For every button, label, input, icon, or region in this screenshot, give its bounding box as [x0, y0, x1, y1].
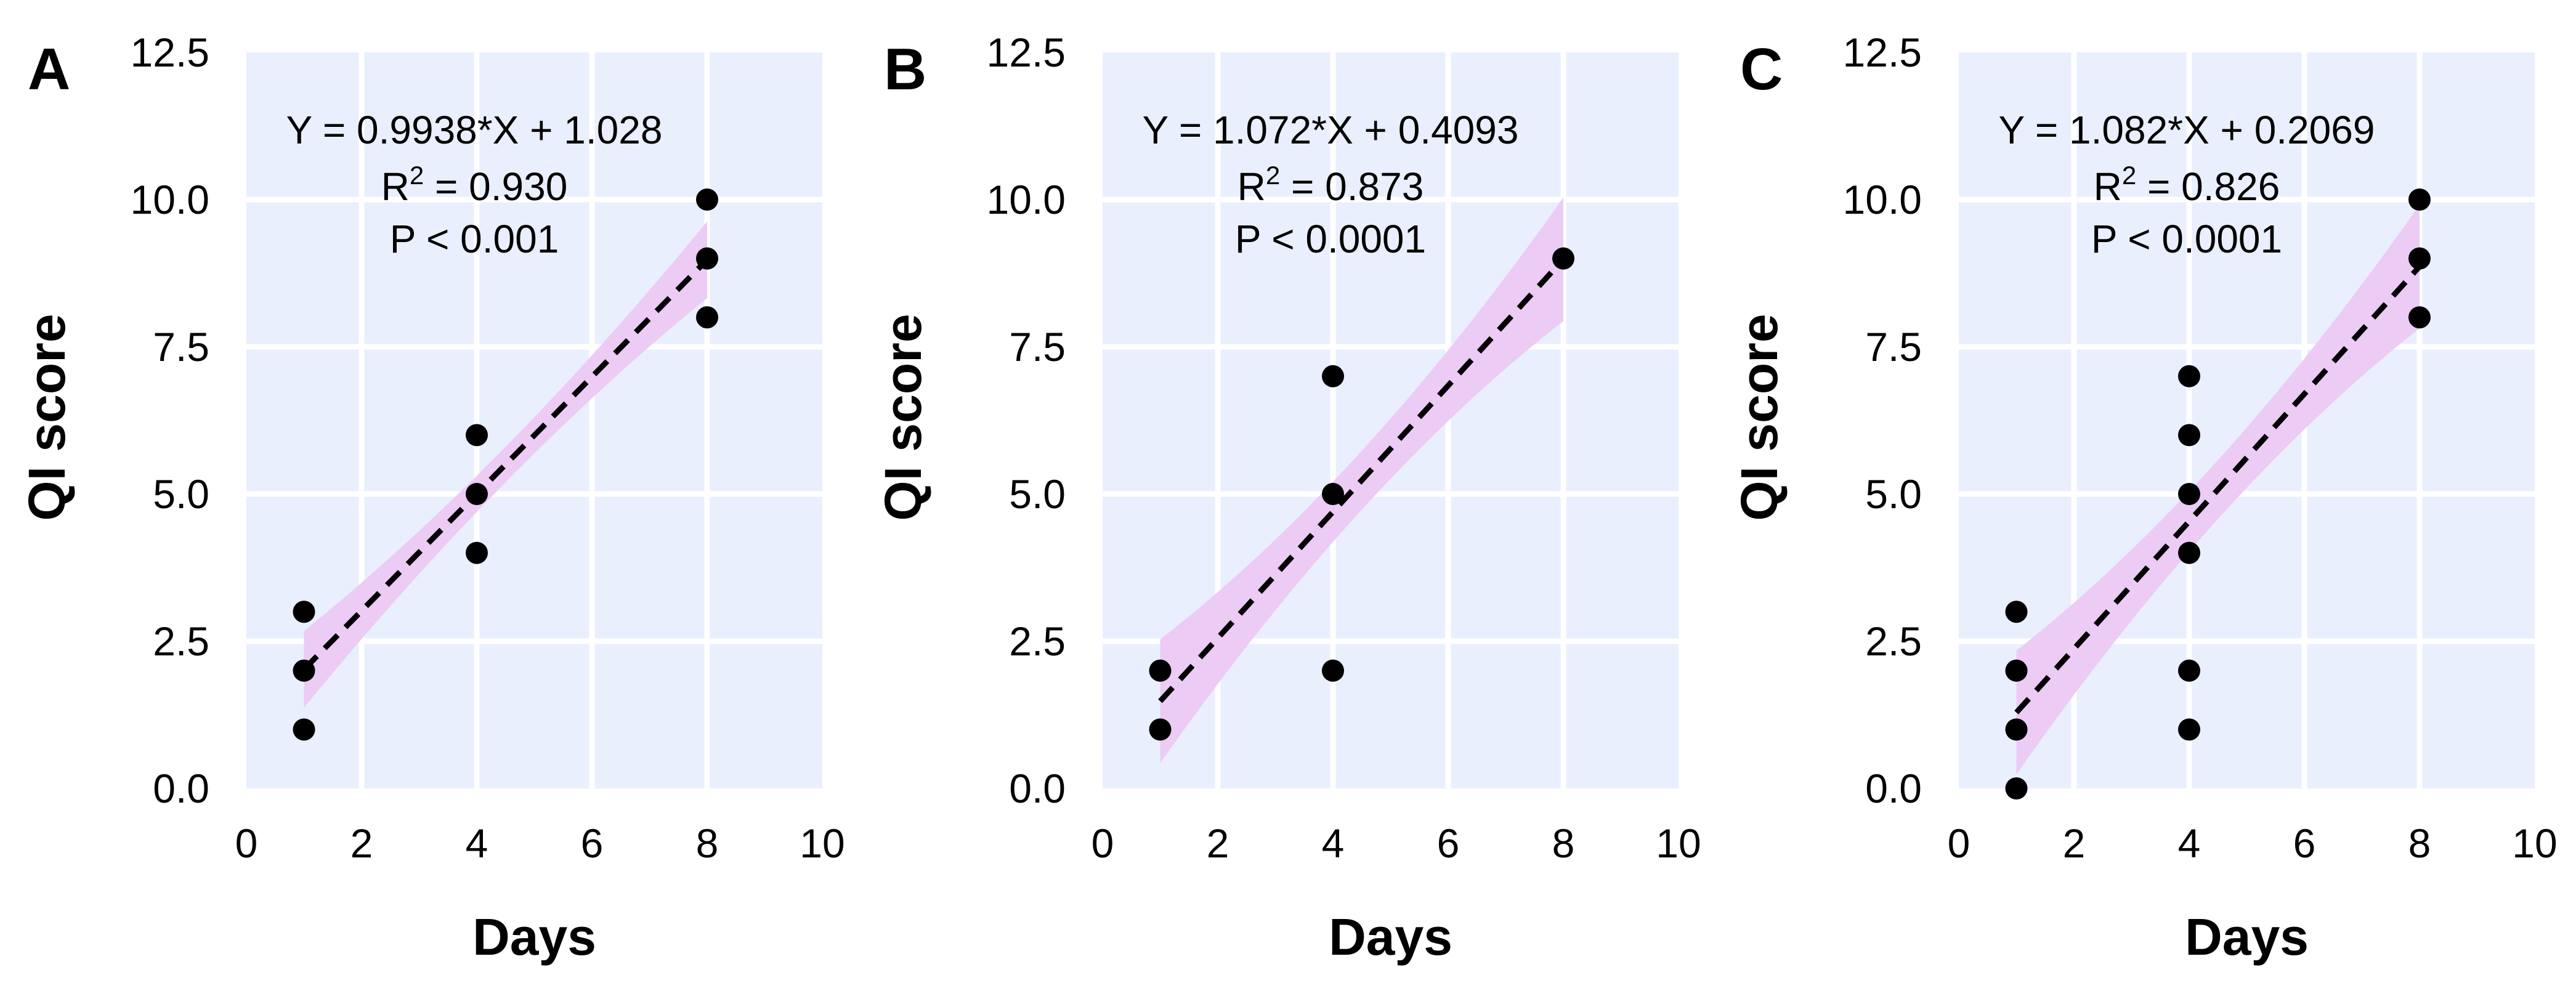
data-point [2178, 365, 2200, 387]
confidence-band [304, 221, 707, 708]
data-point [466, 541, 488, 564]
r-squared-prefix: R [1237, 164, 1266, 209]
panel-b: 0 2 4 6 8 10 0.0 2.5 5.0 7.5 10.0 12.5 Days QI score B… [874, 30, 1701, 966]
r-squared-superscript: 2 [1266, 161, 1280, 190]
panel-letter: C [1740, 36, 1783, 102]
data-point [2178, 659, 2200, 682]
y-tick-label: 0.0 [1865, 766, 1922, 811]
x-tick-label: 6 [581, 820, 604, 866]
y-tick-label: 10.0 [987, 177, 1066, 222]
data-point [1149, 659, 1172, 682]
y-tick-label: 5.0 [1865, 471, 1922, 517]
y-tick-label: 7.5 [1865, 324, 1922, 370]
data-point [2005, 718, 2028, 741]
x-tick-label: 2 [1207, 820, 1229, 866]
y-tick-label: 7.5 [153, 324, 209, 370]
x-tick-label: 10 [2512, 820, 2557, 866]
regression-equation: Y = 1.082*X + 0.2069 [1999, 108, 2375, 152]
r-squared-value: = 0.873 [1280, 164, 1424, 209]
x-tick-label: 0 [235, 820, 258, 866]
data-point [1322, 483, 1344, 505]
x-tick-label: 10 [800, 820, 844, 866]
regression-line [1158, 257, 1566, 703]
x-axis-label: Days [2185, 908, 2309, 966]
x-tick-label: 2 [2063, 820, 2086, 866]
panel-letter: B [884, 36, 926, 102]
x-tick-label: 8 [2408, 820, 2431, 866]
p-value: P < 0.0001 [1235, 217, 1426, 261]
data-point [696, 247, 718, 270]
r-squared-prefix: R [2094, 164, 2122, 209]
y-tick-label: 2.5 [1009, 618, 1066, 664]
data-point [293, 659, 315, 682]
p-value: P < 0.0001 [2091, 217, 2282, 261]
r-squared: R2 = 0.930 [381, 161, 568, 209]
y-tick-label: 2.5 [1865, 618, 1922, 664]
data-point [466, 424, 488, 447]
data-point [1322, 659, 1344, 682]
data-point [2408, 188, 2431, 211]
data-point [2005, 777, 2028, 800]
x-tick-label: 4 [466, 820, 488, 866]
y-tick-label: 0.0 [153, 766, 209, 811]
data-point [2178, 541, 2200, 564]
data-point [1552, 247, 1574, 270]
regression-equation: Y = 0.9938*X + 1.028 [286, 108, 663, 152]
x-tick-label: 0 [1092, 820, 1114, 866]
x-tick-label: 6 [2293, 820, 2316, 866]
y-tick-label: 10.0 [1843, 177, 1922, 222]
data-point [466, 483, 488, 505]
x-tick-label: 6 [1437, 820, 1460, 866]
y-tick-label: 10.0 [131, 177, 209, 222]
panel-letter: A [28, 36, 70, 102]
y-axis-label: QI score [874, 314, 932, 520]
x-tick-label: 10 [1656, 820, 1701, 866]
data-point [2178, 424, 2200, 447]
r-squared-superscript: 2 [410, 161, 424, 190]
r-squared-value: = 0.930 [424, 164, 567, 209]
regression-line [2014, 264, 2422, 715]
y-tick-label: 5.0 [1009, 471, 1066, 517]
x-tick-label: 4 [2178, 820, 2201, 866]
data-point [2408, 306, 2431, 329]
data-point [2005, 601, 2028, 623]
y-tick-label: 12.5 [1843, 30, 1922, 75]
x-tick-label: 8 [1552, 820, 1575, 866]
y-tick-label: 7.5 [1009, 324, 1066, 370]
x-axis-label: Days [1329, 908, 1452, 966]
data-point [696, 188, 718, 211]
data-point [293, 718, 315, 741]
x-tick-label: 4 [1322, 820, 1345, 866]
y-tick-label: 2.5 [153, 618, 209, 664]
r-squared-value: = 0.826 [2136, 164, 2280, 209]
r-squared: R2 = 0.826 [2094, 161, 2280, 209]
data-point [2408, 247, 2431, 270]
data-point [2178, 483, 2200, 505]
y-tick-label: 0.0 [1009, 766, 1066, 811]
regression-line [302, 257, 710, 671]
p-value: P < 0.001 [390, 217, 559, 261]
y-tick-label: 12.5 [131, 30, 209, 75]
data-point [1149, 718, 1172, 741]
data-point [293, 601, 315, 623]
data-point [1322, 365, 1344, 387]
y-tick-label: 5.0 [153, 471, 209, 517]
data-point [2178, 718, 2200, 741]
y-axis-label: QI score [1730, 314, 1788, 520]
data-point [2005, 659, 2028, 682]
y-axis-label: QI score [18, 314, 76, 520]
y-tick-label: 12.5 [987, 30, 1066, 75]
r-squared-superscript: 2 [2122, 161, 2136, 190]
x-tick-label: 0 [1948, 820, 1970, 866]
regression-equation: Y = 1.072*X + 0.4093 [1143, 108, 1519, 152]
x-tick-label: 2 [350, 820, 373, 866]
r-squared-prefix: R [381, 164, 410, 209]
panel-a: 0 2 4 6 8 10 0.0 2.5 5.0 7.5 10.0 12.5 Days QI score A… [18, 30, 845, 966]
data-point [696, 306, 718, 329]
panel-c: 0 2 4 6 8 10 0.0 2.5 5.0 7.5 10.0 12.5 Days QI score C… [1730, 30, 2558, 966]
r-squared: R2 = 0.873 [1237, 161, 1424, 209]
x-tick-label: 8 [696, 820, 719, 866]
x-axis-label: Days [472, 908, 596, 966]
